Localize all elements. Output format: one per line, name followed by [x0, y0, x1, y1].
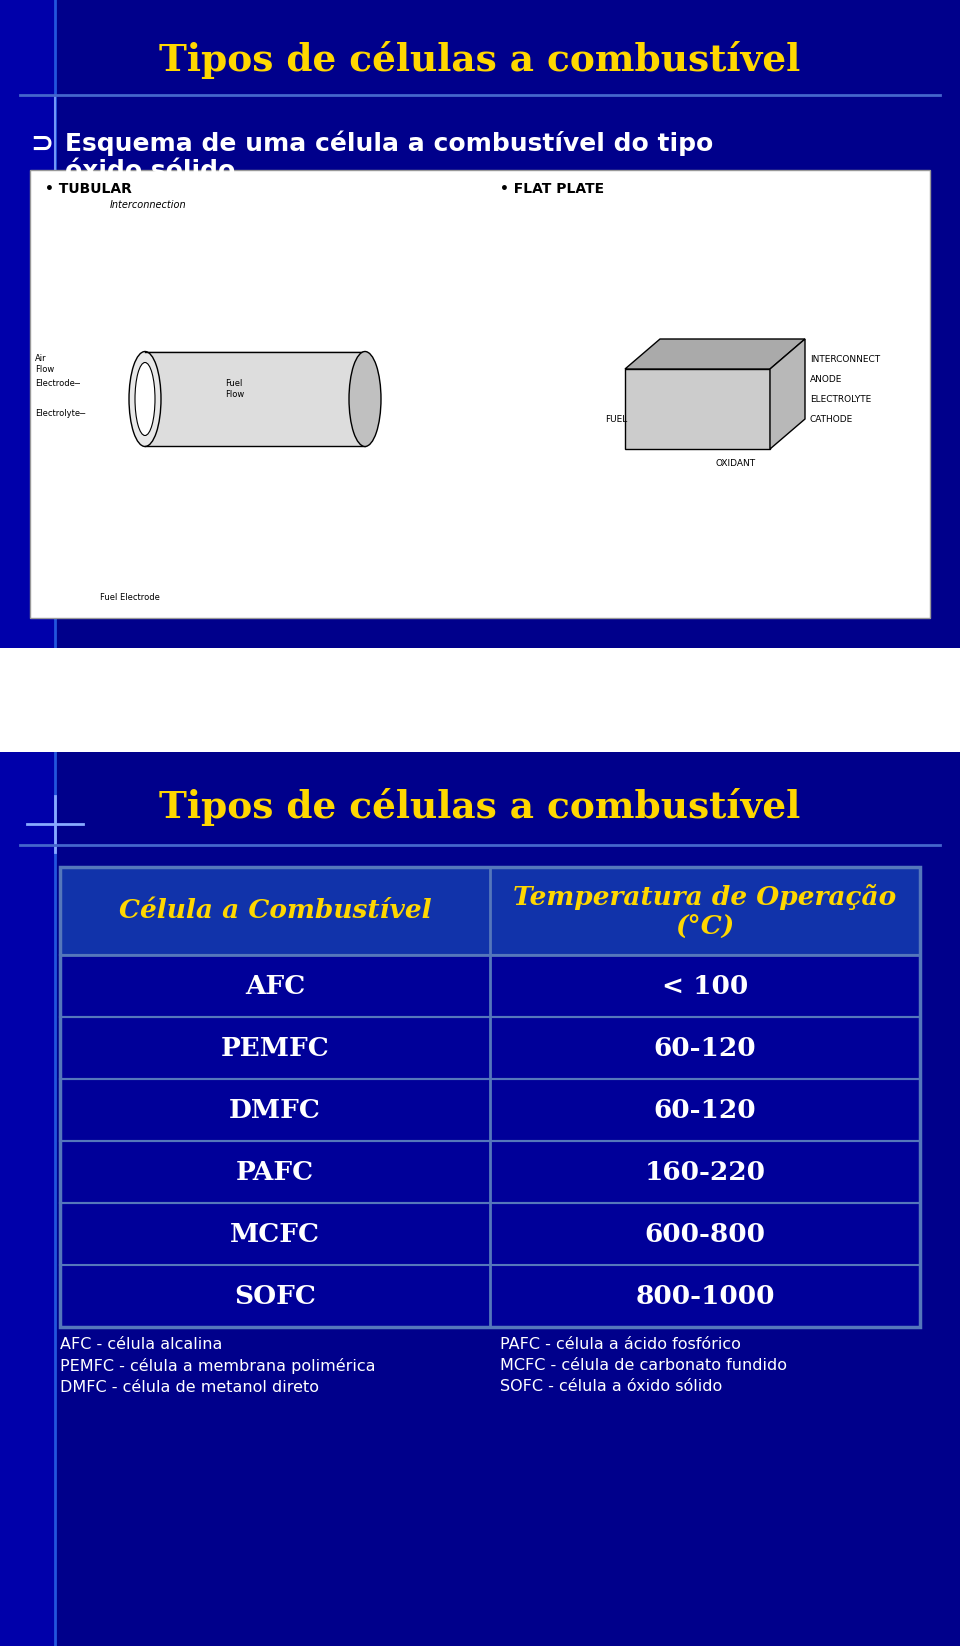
Polygon shape	[625, 369, 770, 449]
Bar	[60, 867, 920, 1327]
Text: OXIDANT: OXIDANT	[715, 459, 756, 469]
Text: INTERCONNECT: INTERCONNECT	[810, 354, 880, 364]
Text: AFC - célula alcalina
PEMFC - célula a membrana polimérica
DMFC - célula de meta: AFC - célula alcalina PEMFC - célula a m…	[60, 1337, 375, 1396]
Text: Esquema de uma célula a combustível do tipo
óxido sólido: Esquema de uma célula a combustível do t…	[65, 130, 713, 183]
Text: AFC: AFC	[245, 973, 305, 999]
Ellipse shape	[349, 352, 381, 446]
Text: Tipos de células a combustível: Tipos de células a combustível	[159, 788, 801, 826]
Text: ⊃: ⊃	[30, 130, 53, 158]
Ellipse shape	[129, 352, 161, 446]
Text: Electrode─: Electrode─	[35, 380, 80, 388]
Bar	[0, 0, 55, 649]
Text: 160-220: 160-220	[644, 1159, 765, 1185]
Text: PAFC - célula a ácido fosfórico
MCFC - célula de carbonato fundido
SOFC - célula: PAFC - célula a ácido fosfórico MCFC - c…	[500, 1337, 787, 1394]
Text: ELECTROLYTE: ELECTROLYTE	[810, 395, 872, 403]
Text: SOFC: SOFC	[234, 1284, 316, 1309]
Text: Fuel
Flow: Fuel Flow	[225, 379, 244, 398]
Bar	[30, 170, 930, 617]
Text: Célula a Combustível: Célula a Combustível	[119, 899, 431, 923]
Polygon shape	[625, 339, 805, 369]
Text: PAFC: PAFC	[236, 1159, 314, 1185]
Text: Interconnection: Interconnection	[110, 201, 186, 211]
Bar	[60, 867, 920, 1327]
Text: DMFC: DMFC	[229, 1098, 321, 1123]
Bar	[60, 867, 920, 955]
Text: 60-120: 60-120	[654, 1035, 756, 1060]
Bar	[0, 752, 55, 1646]
Text: FUEL: FUEL	[605, 415, 627, 423]
Text: • FLAT PLATE: • FLAT PLATE	[500, 183, 604, 196]
Text: • TUBULAR: • TUBULAR	[45, 183, 132, 196]
Text: 60-120: 60-120	[654, 1098, 756, 1123]
Ellipse shape	[135, 362, 155, 436]
Text: Tipos de células a combustível: Tipos de células a combustível	[159, 41, 801, 79]
Text: Electrolyte─: Electrolyte─	[35, 410, 85, 418]
Text: 800-1000: 800-1000	[636, 1284, 775, 1309]
Bar	[145, 351, 365, 446]
Text: Fuel Electrode: Fuel Electrode	[100, 594, 160, 602]
Text: 600-800: 600-800	[644, 1221, 765, 1246]
Text: PEMFC: PEMFC	[221, 1035, 329, 1060]
Text: Air
Flow: Air Flow	[35, 354, 55, 374]
Polygon shape	[770, 339, 805, 449]
Text: MCFC: MCFC	[230, 1221, 320, 1246]
Text: < 100: < 100	[661, 973, 748, 999]
Text: ANODE: ANODE	[810, 375, 842, 384]
Text: CATHODE: CATHODE	[810, 415, 853, 423]
Text: Temperatura de Operação
(°C): Temperatura de Operação (°C)	[514, 884, 897, 938]
